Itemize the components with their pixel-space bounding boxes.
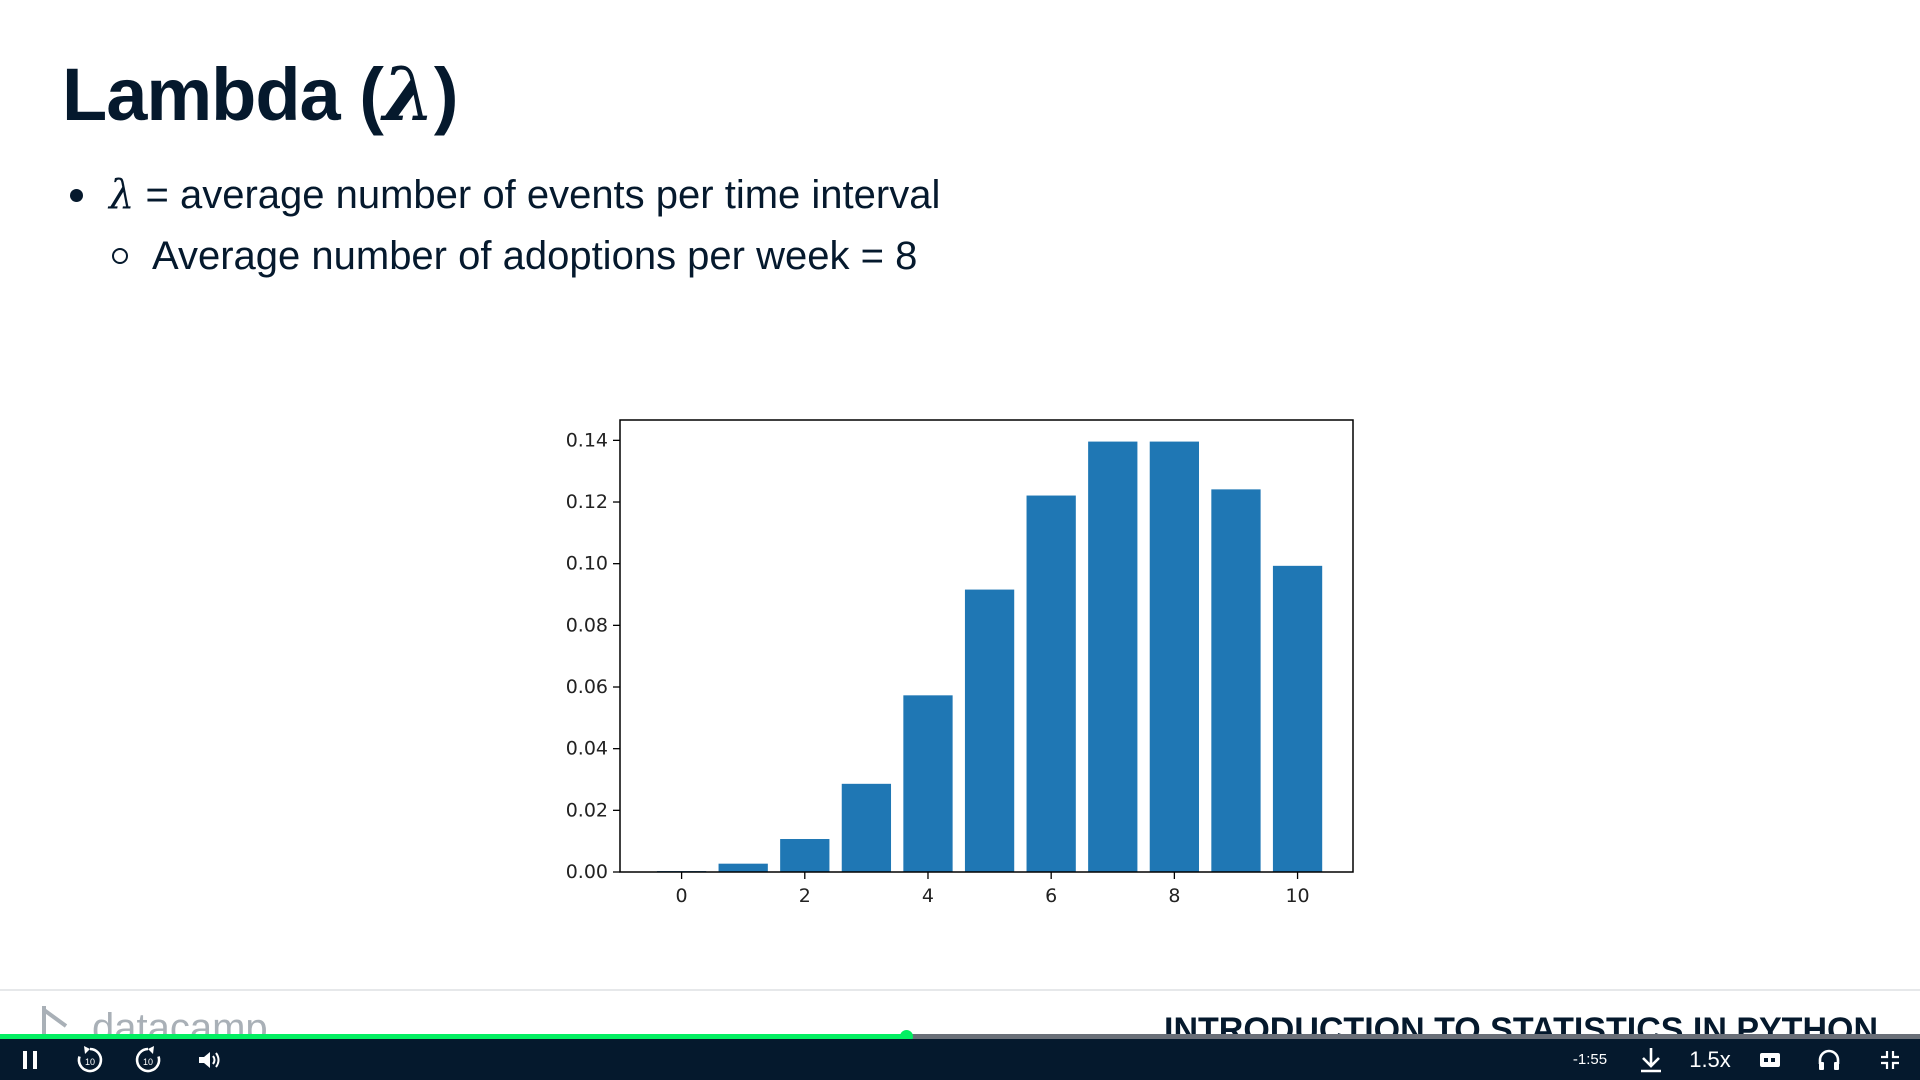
audio-icon [1818,1049,1840,1070]
x-tick-label: 2 [799,885,811,907]
poisson-bar-chart: 0.00 0.02 0.04 0.06 0.08 0.10 0.12 0.14 0 2 4 6 8 10 [566,419,1354,907]
axes-frame [619,419,1354,873]
bar-1 [718,863,768,872]
slide-title: Lambda (λ) [62,52,459,138]
bullet-dot-icon [70,188,83,202]
bar-3 [841,783,892,872]
player-controls: 10 10 -1:55 1.5x [0,1039,1920,1080]
captions-icon [1760,1052,1780,1067]
y-tick-label: 0.04 [566,738,608,760]
rewind-10-button[interactable]: 10 [72,1039,108,1080]
bullet-text-1: = average number of events per time inte… [134,173,941,217]
audio-button[interactable] [1812,1039,1846,1080]
bullet-item-2: Average number of adoptions per week = 8 [112,234,917,279]
bullet-item-1: λ = average number of events per time in… [70,172,940,218]
y-tick-label: 0.10 [566,553,608,575]
bar-7 [1088,441,1138,872]
playback-speed-button[interactable]: 1.5x [1689,1046,1731,1072]
download-button[interactable] [1635,1039,1667,1080]
footer-divider [0,989,1920,991]
progress-track[interactable] [0,1034,1920,1039]
y-axis: 0.00 0.02 0.04 0.06 0.08 0.10 0.12 0.14 [566,429,620,883]
slide: Lambda (λ) λ = average number of events … [0,52,1920,1034]
course-title: INTRODUCTION TO STATISTICS IN PYTHON [1164,1011,1878,1034]
forward-10-button[interactable]: 10 [130,1039,166,1080]
y-tick-label: 0.06 [566,676,608,698]
bar-2 [780,839,830,872]
x-tick-label: 8 [1168,885,1180,907]
rewind-label: 10 [85,1057,95,1067]
bar-group [656,441,1323,872]
x-tick-label: 6 [1045,885,1057,907]
slide-title-text: Lambda ( [62,53,384,136]
x-tick-label: 10 [1285,885,1309,907]
x-tick-label: 0 [676,885,688,907]
y-tick-label: 0.08 [566,614,608,636]
y-tick-label: 0.14 [566,429,608,451]
y-tick-label: 0.12 [566,491,608,513]
volume-button[interactable] [194,1039,226,1080]
rewind-10-icon: 10 [77,1045,103,1072]
forward-10-icon: 10 [135,1045,161,1072]
progress-fill [0,1034,907,1039]
bar-10 [1272,565,1323,872]
slide-title-lambda: λ [382,52,435,138]
volume-icon [199,1051,220,1068]
logo-text: datacamp [92,1006,268,1034]
datacamp-logo-icon [42,1006,68,1034]
bar-4 [903,695,953,872]
y-tick-label: 0.00 [566,861,608,883]
datacamp-logo: datacamp [40,1004,340,1034]
bullet-lambda: λ [109,172,135,218]
captions-button[interactable] [1754,1039,1786,1080]
exit-fullscreen-button[interactable] [1874,1039,1906,1080]
x-axis: 0 2 4 6 8 10 [676,872,1310,907]
bar-6 [1026,495,1076,872]
pause-icon [23,1050,37,1069]
forward-label: 10 [143,1057,153,1067]
bar-9 [1211,489,1261,872]
bar-8 [1149,441,1200,872]
pause-button[interactable] [14,1039,46,1080]
x-tick-label: 4 [922,885,934,907]
bullet-text-2: Average number of adoptions per week = 8 [152,234,918,278]
sub-bullet-circle-icon [112,248,128,265]
y-tick-label: 0.02 [566,799,608,821]
exit-fullscreen-icon [1881,1050,1899,1069]
download-icon [1641,1047,1661,1072]
time-remaining: -1:55 [1572,1051,1608,1068]
slide-title-close: ) [433,53,459,136]
bar-5 [964,589,1015,872]
